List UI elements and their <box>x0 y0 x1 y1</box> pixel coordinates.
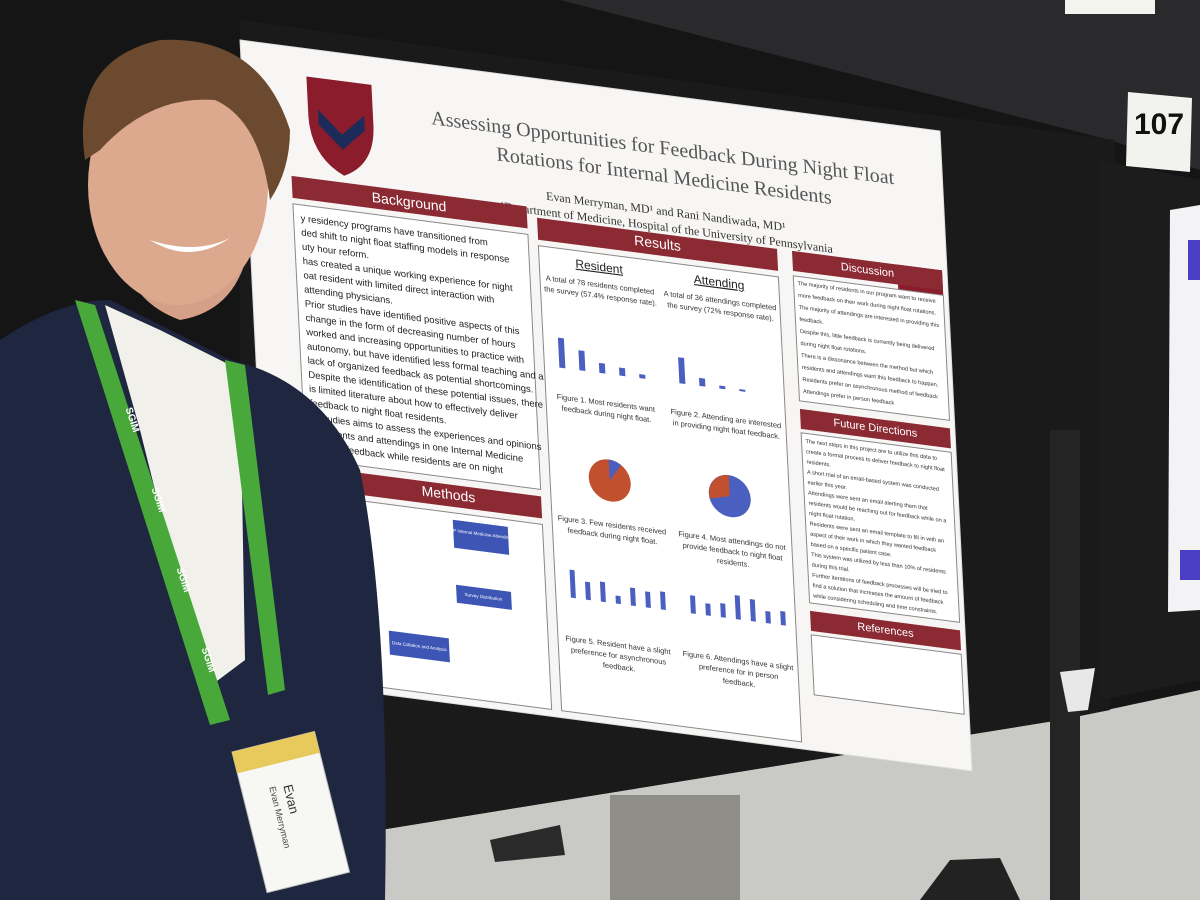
section-panel <box>810 634 965 715</box>
section-header <box>810 610 962 651</box>
results-subheading: Attending <box>693 272 744 293</box>
future-line: during this trial. <box>812 562 851 573</box>
shoe <box>490 825 565 862</box>
figure-caption: residents. <box>717 556 750 569</box>
neighbor-poster-block <box>1180 550 1200 580</box>
badge-band <box>232 731 320 774</box>
logo <box>306 76 374 176</box>
future-line: residents. <box>806 459 831 468</box>
lanyard <box>75 300 230 725</box>
flow-box-label: Survey Distribution <box>464 592 502 602</box>
section-heading: Methods <box>421 483 475 506</box>
logo-mark <box>318 109 365 150</box>
section-panel <box>792 275 951 421</box>
face <box>88 65 268 305</box>
section-header <box>537 217 779 271</box>
ceiling-light <box>1065 0 1155 14</box>
figure-bars <box>557 337 786 626</box>
future-line: earlier this year. <box>807 480 847 491</box>
section-heading: Results <box>634 232 681 254</box>
legs <box>610 795 740 900</box>
flow-box <box>452 519 510 555</box>
cup <box>1060 668 1095 712</box>
poster: Assessing Opportunities for Feedback Dur… <box>239 39 973 772</box>
board-post <box>1050 430 1080 900</box>
results-subheading: Resident <box>575 257 624 277</box>
flow-box <box>388 630 450 663</box>
bag <box>920 858 1020 900</box>
badge: Evan Evan Merryman <box>231 730 351 894</box>
discussion-line: feedback. <box>799 317 824 326</box>
figure-caption: feedback. <box>723 676 756 689</box>
section-panel <box>292 203 542 490</box>
booth-sign <box>1126 92 1192 172</box>
badge-first-name: Evan <box>280 783 302 815</box>
section-header <box>799 408 951 449</box>
lanyard <box>225 360 285 695</box>
hair <box>82 39 290 200</box>
flow-box <box>456 584 512 610</box>
neighbor-poster <box>1168 205 1200 612</box>
section-header <box>291 175 528 229</box>
pie-slice <box>709 475 730 499</box>
pie-slice <box>608 459 621 481</box>
ceiling <box>560 0 1200 170</box>
future-line: night float rotation. <box>809 511 856 523</box>
booth-number: 107 <box>1134 108 1184 141</box>
floor <box>380 690 1200 900</box>
section-header <box>792 250 944 291</box>
neighbor-poster-block <box>1188 240 1200 280</box>
section-panel <box>800 432 961 623</box>
shirt <box>105 305 245 690</box>
smile <box>150 238 230 253</box>
figure-caption: feedback. <box>603 660 636 673</box>
section-header <box>356 472 543 519</box>
